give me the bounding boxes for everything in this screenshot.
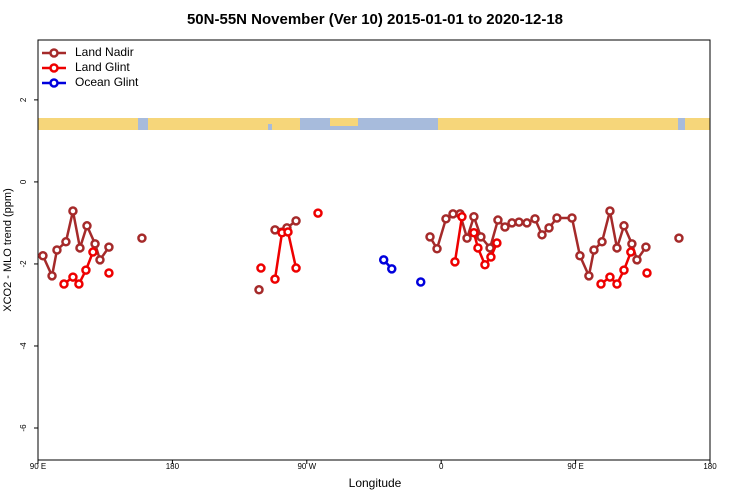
point (469, 228, 479, 238)
point (642, 268, 652, 278)
point (641, 242, 651, 252)
point (291, 216, 301, 226)
point (254, 285, 264, 295)
point (567, 213, 577, 223)
point (68, 272, 78, 282)
point (626, 247, 636, 257)
point (81, 265, 91, 275)
legend-marker (49, 78, 59, 88)
point (90, 239, 100, 249)
point (480, 260, 490, 270)
point (283, 227, 293, 237)
plot-frame (37, 39, 711, 461)
point (256, 263, 266, 273)
point (462, 233, 472, 243)
point (68, 206, 78, 216)
point (469, 212, 479, 222)
x-axis-label: Longitude (349, 476, 402, 490)
point (95, 255, 105, 265)
point (61, 237, 71, 247)
point (441, 214, 451, 224)
chart-title: 50N-55N November (Ver 10) 2015-01-01 to … (187, 11, 563, 28)
point (59, 279, 69, 289)
point (137, 233, 147, 243)
point (544, 223, 554, 233)
point (597, 237, 607, 247)
point (387, 264, 397, 274)
point (473, 243, 483, 253)
point (537, 230, 547, 240)
point (612, 279, 622, 289)
x-tick-label: 90 E (567, 462, 583, 471)
y-axis-label: XCO2 - MLO trend (ppm) (2, 188, 14, 311)
point (632, 255, 642, 265)
x-tick-label: 180 (703, 462, 717, 471)
point (530, 214, 540, 224)
point (500, 222, 510, 232)
point (450, 257, 460, 267)
series-line (43, 211, 679, 276)
y-tick-label: -4 (19, 342, 28, 350)
point (82, 221, 92, 231)
legend-label: Land Glint (75, 60, 130, 74)
point (425, 232, 435, 242)
point (605, 206, 615, 216)
point (619, 265, 629, 275)
point (104, 242, 114, 252)
point (552, 213, 562, 223)
y-tick-label: -6 (19, 424, 28, 432)
point (291, 263, 301, 273)
point (589, 245, 599, 255)
point (619, 221, 629, 231)
point (674, 233, 684, 243)
legend-marker (49, 63, 59, 73)
point (514, 217, 524, 227)
point (522, 218, 532, 228)
point (432, 244, 442, 254)
legend-label: Land Nadir (75, 45, 134, 59)
y-tick-label: 2 (19, 97, 28, 102)
legend-marker (49, 48, 59, 58)
point (38, 250, 48, 261)
point (476, 232, 486, 242)
point (415, 277, 426, 287)
x-tick-label: 180 (166, 462, 180, 471)
point (74, 279, 84, 289)
point (493, 215, 503, 225)
point (605, 272, 615, 282)
point (612, 243, 622, 253)
point (313, 208, 323, 218)
y-tick-label: -2 (19, 260, 28, 268)
point (104, 268, 114, 278)
point (270, 274, 280, 284)
point (75, 243, 85, 253)
point (596, 279, 606, 289)
series-line (64, 217, 647, 284)
point (47, 271, 57, 281)
x-tick-label: 90 W (297, 462, 316, 471)
y-tick-label: 0 (19, 179, 28, 184)
point (378, 255, 389, 265)
point (575, 250, 585, 261)
point (457, 212, 467, 222)
point (627, 239, 637, 249)
point (492, 238, 502, 248)
land-ocean-strip (38, 118, 710, 130)
legend-label: Ocean Glint (75, 75, 139, 89)
point (52, 245, 62, 255)
x-tick-label: 0 (439, 462, 444, 471)
x-tick-label: 90 E (30, 462, 46, 471)
point (584, 271, 594, 281)
point (486, 252, 496, 262)
point (88, 247, 98, 257)
